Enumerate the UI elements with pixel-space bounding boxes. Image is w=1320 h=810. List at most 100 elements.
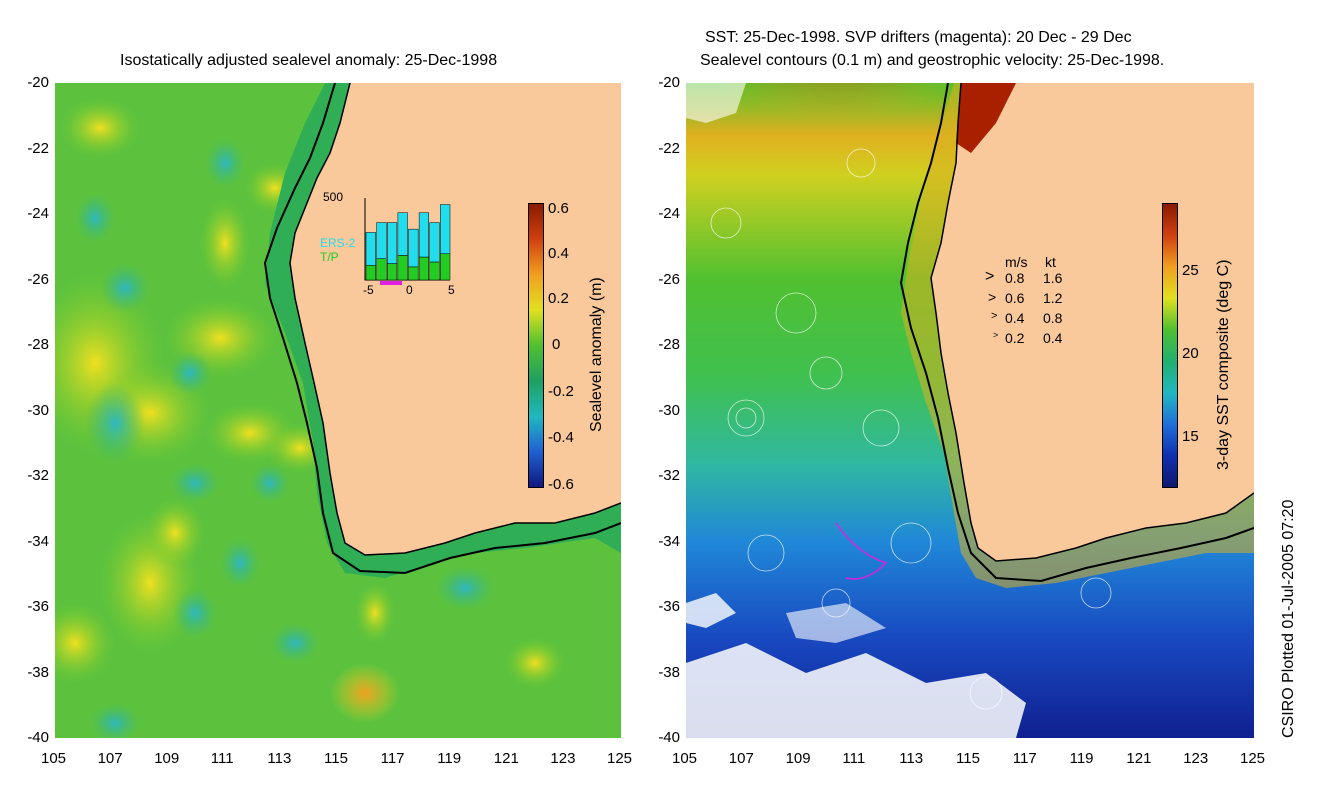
left-xtick: 111 — [210, 750, 234, 767]
inset-bar-ers2 — [387, 222, 398, 264]
left-xtick: 121 — [493, 750, 519, 767]
inset-bar-tp — [387, 263, 398, 281]
inset-bar-ers2 — [418, 212, 429, 258]
velocity-arrow-3-icon: > — [991, 310, 998, 322]
right-xtick: 119 — [1069, 750, 1094, 767]
right-cb-tick-20: 20 — [1182, 345, 1199, 362]
left-ytick: -32 — [27, 467, 49, 484]
right-ytick: -30 — [658, 401, 680, 419]
left-xtick: 119 — [437, 750, 462, 767]
right-xtick: 123 — [1183, 750, 1209, 767]
satellite-inset: 500 ERS-2 T/P -5 0 5 — [320, 190, 460, 300]
right-xtick: 109 — [785, 750, 811, 767]
velocity-legend-header-ms: m/s — [1005, 254, 1028, 270]
inset-bar-tp — [376, 258, 387, 281]
right-xtick: 117 — [1012, 750, 1037, 767]
velocity-legend: m/s kt > 0.8 1.6 > 0.6 1.2 > 0.4 0.8 > 0… — [985, 252, 1085, 352]
inset-bar-tp — [365, 264, 376, 281]
inset-series-ers2: ERS-2 — [320, 236, 356, 250]
velocity-row-3-kt: 0.8 — [1043, 310, 1063, 326]
velocity-row-2-ms: 0.6 — [1005, 290, 1025, 306]
left-ytick: -40 — [27, 729, 49, 746]
inset-bar-ers2 — [365, 232, 376, 266]
left-cb-tick-2: 0.2 — [548, 290, 569, 307]
left-ytick: -22 — [27, 139, 49, 157]
inset-bar-tp — [408, 266, 419, 281]
left-ytick: -30 — [27, 401, 49, 419]
left-ytick: -38 — [27, 663, 49, 681]
left-ytick: -34 — [27, 532, 49, 550]
inset-xtick-0: 0 — [406, 283, 413, 297]
inset-bar-tp — [397, 255, 408, 281]
right-panel-title-2: Sealevel contours (0.1 m) and geostrophi… — [700, 52, 1165, 69]
right-ytick: -22 — [658, 139, 680, 157]
right-xtick: 113 — [899, 750, 924, 767]
inset-series-tp: T/P — [320, 250, 339, 264]
right-xtick: 115 — [956, 750, 980, 767]
velocity-row-4-ms: 0.2 — [1005, 330, 1025, 346]
inset-bar-tp — [418, 256, 429, 281]
right-colorbar — [1162, 203, 1178, 488]
inset-bar-tp — [429, 261, 440, 281]
inset-ymax: 500 — [323, 190, 344, 204]
left-cb-tick-3: 0 — [552, 336, 561, 353]
plot-credit: CSIRO Plotted 01-Jul-2005 07:20 — [1280, 499, 1297, 738]
right-ytick: -40 — [658, 729, 680, 746]
velocity-arrow-1-icon: > — [985, 268, 995, 285]
left-xtick: 125 — [607, 750, 633, 767]
left-ytick: -36 — [27, 598, 49, 615]
velocity-row-1-ms: 0.8 — [1005, 270, 1025, 286]
right-ytick: -38 — [658, 663, 680, 681]
right-cb-tick-15: 15 — [1182, 428, 1199, 445]
left-cb-tick-1: 0.4 — [548, 245, 569, 262]
velocity-row-2-kt: 1.2 — [1043, 290, 1063, 306]
right-cb-tick-25: 25 — [1182, 262, 1199, 279]
left-ytick: -20 — [27, 74, 49, 91]
inset-svg — [364, 198, 451, 285]
right-ytick: -24 — [658, 205, 680, 222]
right-ytick: -26 — [658, 270, 680, 288]
right-ytick: -28 — [658, 336, 680, 353]
left-ytick: -26 — [27, 270, 49, 288]
right-xtick: 105 — [672, 750, 698, 767]
right-ytick: -34 — [658, 532, 680, 550]
inset-bar-ers2 — [376, 222, 387, 259]
velocity-arrow-4-icon: > — [993, 330, 999, 340]
inset-xtick-neg5: -5 — [363, 283, 374, 297]
velocity-row-1-kt: 1.6 — [1043, 270, 1063, 286]
left-xtick: 115 — [324, 750, 348, 767]
left-cb-tick-5: -0.4 — [548, 429, 574, 446]
right-ytick: -36 — [658, 598, 680, 615]
left-xtick: 117 — [380, 750, 405, 767]
left-colorbar-label: Sealevel anomaly (m) — [588, 277, 605, 432]
left-panel-title: Isostatically adjusted sealevel anomaly:… — [120, 52, 498, 69]
left-xtick: 123 — [550, 750, 576, 767]
velocity-row-4-kt: 0.4 — [1043, 330, 1063, 346]
inset-bar-tp — [440, 253, 451, 281]
left-ytick: -24 — [27, 205, 49, 222]
left-cb-tick-6: -0.6 — [548, 476, 574, 493]
left-colorbar — [528, 203, 544, 488]
inset-xtick-5: 5 — [448, 283, 455, 297]
left-ytick: -28 — [27, 336, 49, 353]
inset-bar-ers2 — [408, 228, 419, 268]
left-xtick: 105 — [41, 750, 67, 767]
right-colorbar-label: 3-day SST composite (deg C) — [1215, 259, 1232, 470]
velocity-arrow-2-icon: > — [988, 289, 997, 305]
right-xtick: 107 — [728, 750, 754, 767]
left-xtick: 109 — [154, 750, 180, 767]
left-xtick: 107 — [97, 750, 123, 767]
left-cb-tick-0: 0.6 — [548, 200, 569, 217]
inset-bar-ers2 — [429, 222, 440, 263]
right-ytick: -20 — [658, 74, 680, 91]
right-xtick: 111 — [842, 750, 866, 767]
right-xtick: 121 — [1126, 750, 1152, 767]
inset-bar-ers2 — [397, 212, 408, 256]
velocity-row-3-ms: 0.4 — [1005, 310, 1025, 326]
inset-bar-ers2 — [440, 204, 451, 255]
velocity-legend-header-kt: kt — [1045, 254, 1056, 270]
inset-drifter-window — [380, 281, 402, 285]
left-cb-tick-4: -0.2 — [548, 383, 574, 400]
right-ytick: -32 — [658, 467, 680, 484]
left-xtick: 113 — [267, 750, 292, 767]
